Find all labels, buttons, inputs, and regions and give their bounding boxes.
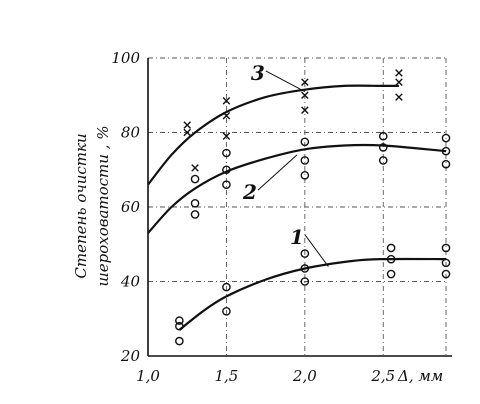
x-tick-label: 1,0 bbox=[136, 367, 160, 385]
data-point-circle bbox=[386, 254, 396, 264]
curves bbox=[147, 84, 447, 331]
data-point-circle bbox=[300, 264, 310, 273]
data-point-circle bbox=[300, 156, 310, 165]
x-tick-label: 2,5 bbox=[370, 367, 395, 385]
data-point-circle bbox=[175, 316, 184, 325]
data-point-circle bbox=[222, 282, 231, 292]
curve-label-leader bbox=[257, 154, 298, 191]
x-tick-label: 2,0 bbox=[292, 367, 317, 385]
curve-1 bbox=[178, 257, 447, 331]
data-point-circle bbox=[190, 174, 200, 184]
y-axis-label-line2: шероховатости , % bbox=[94, 126, 112, 287]
curve-labels: 1 2 3 bbox=[242, 61, 329, 267]
x-tick-label: 1,5 bbox=[214, 367, 238, 385]
curve-label-1: 1 bbox=[290, 225, 304, 249]
axes bbox=[147, 58, 452, 357]
y-tick-label: 40 bbox=[120, 273, 141, 291]
data-point-cross bbox=[222, 132, 231, 141]
data-point-cross bbox=[395, 69, 403, 77]
data-point-circle bbox=[190, 198, 200, 208]
data-point-circle bbox=[441, 159, 451, 169]
curve-label-leader bbox=[265, 70, 306, 92]
data-point-cross bbox=[183, 121, 192, 129]
curve-label-leader bbox=[304, 234, 329, 267]
data-point-cross bbox=[222, 97, 231, 105]
data-point-circle bbox=[386, 243, 396, 253]
data-point-circle bbox=[300, 249, 310, 258]
data-point-circle bbox=[378, 143, 388, 152]
data-point-circle bbox=[378, 131, 388, 141]
data-point-circle bbox=[386, 269, 396, 279]
data-point-circle bbox=[175, 321, 184, 331]
data-point-cross bbox=[183, 128, 192, 137]
y-axis-label-line1: Степень очистки bbox=[72, 133, 90, 278]
curve-3 bbox=[147, 84, 399, 186]
data-point-cross bbox=[301, 91, 309, 100]
y-tick-label: 80 bbox=[121, 124, 141, 142]
data-point-circle bbox=[441, 269, 451, 279]
data-point-circle bbox=[222, 148, 231, 158]
data-point-circle bbox=[441, 258, 451, 268]
data-point-circle bbox=[441, 146, 451, 156]
data-point-cross bbox=[301, 78, 309, 87]
data-point-circle bbox=[441, 243, 451, 253]
x-axis-label: Δ, мм bbox=[397, 367, 443, 385]
curve-label-2: 2 bbox=[242, 180, 257, 204]
y-tick-label: 60 bbox=[121, 198, 141, 216]
tick-labels: 20 40 60 80 100 1,0 1,5 2,0 2,5 bbox=[111, 49, 395, 385]
y-tick-label: 20 bbox=[120, 347, 141, 365]
data-point-circle bbox=[378, 156, 388, 165]
data-point-circle bbox=[300, 171, 310, 180]
data-point-circle bbox=[222, 180, 231, 189]
data-point-circle bbox=[175, 336, 184, 346]
data-point-circle bbox=[300, 277, 310, 286]
data-point-circle bbox=[222, 165, 231, 175]
curve-2 bbox=[147, 143, 447, 234]
data-points bbox=[175, 69, 451, 346]
data-point-cross bbox=[395, 78, 403, 87]
data-point-circle bbox=[441, 133, 451, 143]
curve-label-3: 3 bbox=[251, 61, 265, 85]
grid bbox=[148, 57, 447, 356]
data-point-cross bbox=[301, 106, 309, 114]
y-tick-label: 100 bbox=[111, 49, 140, 67]
data-point-circle bbox=[300, 137, 310, 147]
data-point-circle bbox=[190, 210, 200, 219]
data-point-cross bbox=[222, 111, 231, 120]
data-point-circle bbox=[222, 306, 231, 316]
data-point-cross bbox=[395, 93, 403, 101]
data-point-cross bbox=[191, 164, 199, 172]
